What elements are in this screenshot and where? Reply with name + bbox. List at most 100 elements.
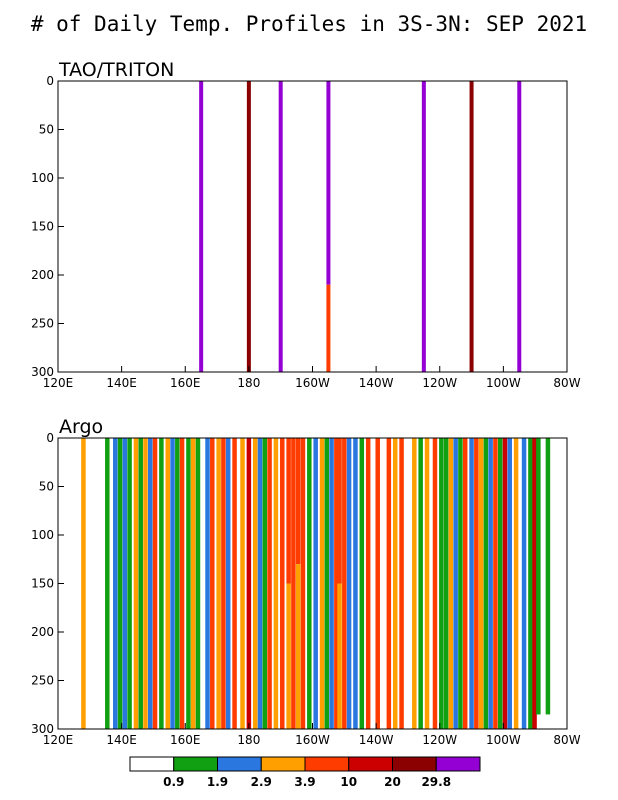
argo-profile-bar-63-0 bbox=[469, 438, 474, 729]
argo-profile-bar-42-0 bbox=[334, 438, 339, 729]
argo-profile-bar-15-0 bbox=[179, 438, 185, 729]
argo-profile-bar-51-0 bbox=[392, 438, 398, 729]
tao-y-tick-label: 200 bbox=[31, 268, 54, 282]
colorbar-swatch-darkred bbox=[392, 756, 437, 772]
colorbar-label: 29.8 bbox=[421, 775, 451, 789]
argo-profile-bar-12-0 bbox=[165, 438, 171, 729]
argo-y-tick-label: 300 bbox=[31, 722, 54, 736]
argo-profile-bar-72-0 bbox=[513, 438, 519, 729]
argo-x-tick-label: 180 bbox=[237, 733, 260, 747]
tao-profile-bar-6-0 bbox=[517, 81, 522, 372]
argo-profile-bar-21-0 bbox=[216, 438, 221, 729]
argo-profile-bar-35-0 bbox=[295, 438, 301, 565]
tao-y-tick-label: 50 bbox=[39, 123, 54, 137]
argo-profile-bar-37-0 bbox=[307, 438, 312, 729]
argo-profile-bar-35-1 bbox=[295, 564, 301, 729]
argo-profile-bar-2-0 bbox=[113, 438, 118, 729]
tao-x-tick-label: 180 bbox=[237, 376, 260, 390]
tao-x-tick-label: 140E bbox=[106, 376, 137, 390]
argo-profile-bar-6-0 bbox=[133, 438, 139, 729]
tao-x-tick-label: 160W bbox=[295, 376, 330, 390]
argo-profile-bar-29-0 bbox=[262, 438, 268, 729]
argo-profile-bar-33-1 bbox=[286, 583, 291, 729]
argo-profile-bar-52-0 bbox=[399, 438, 404, 729]
argo-profile-bar-73-0 bbox=[521, 438, 527, 729]
argo-profile-bar-5-0 bbox=[127, 438, 132, 729]
tao-y-tick-label: 300 bbox=[31, 365, 54, 379]
argo-profile-bar-23-0 bbox=[225, 438, 231, 729]
argo-profile-bar-48-0 bbox=[365, 438, 371, 729]
argo-profile-bar-8-0 bbox=[143, 438, 148, 729]
tao-x-tick-label: 120W bbox=[422, 376, 457, 390]
argo-profile-bar-10-0 bbox=[152, 438, 158, 729]
argo-y-tick-label: 200 bbox=[31, 625, 54, 639]
tao-y-tick-label: 0 bbox=[46, 74, 54, 88]
colorbar-label: 20 bbox=[384, 775, 401, 789]
argo-profile-bar-43-1 bbox=[337, 583, 342, 729]
argo-profile-bar-71-0 bbox=[507, 438, 512, 729]
argo-profile-bar-60-0 bbox=[453, 438, 458, 729]
argo-y-tick-label: 150 bbox=[31, 577, 54, 591]
argo-profile-bar-38-0 bbox=[313, 438, 318, 729]
colorbar-swatch-green bbox=[173, 756, 218, 772]
argo-y-tick-label: 250 bbox=[31, 674, 54, 688]
argo-y-tick-label: 0 bbox=[46, 431, 54, 445]
tao-y-tick-label: 150 bbox=[31, 220, 54, 234]
argo-profile-bar-54-0 bbox=[418, 438, 423, 729]
colorbar: 0.9 1.9 2.9 3.9 10 20 29.8 bbox=[129, 756, 481, 789]
argo-profile-bar-45-0 bbox=[346, 438, 352, 729]
argo-profile-bar-14-0 bbox=[175, 438, 180, 729]
argo-profile-bar-24-0 bbox=[232, 438, 237, 729]
argo-profile-bar-77-0 bbox=[545, 438, 551, 715]
argo-profile-bar-62-0 bbox=[462, 438, 468, 729]
argo-profile-bar-20-0 bbox=[210, 438, 215, 729]
argo-profile-bar-9-0 bbox=[148, 438, 153, 729]
argo-profile-bar-57-0 bbox=[439, 438, 444, 729]
argo-profile-bar-30-0 bbox=[267, 438, 272, 729]
argo-profile-bar-41-0 bbox=[329, 438, 334, 729]
tao-y-tick-label: 100 bbox=[31, 171, 54, 185]
tao-x-tick-label: 140W bbox=[359, 376, 394, 390]
argo-y-tick-label: 50 bbox=[39, 480, 54, 494]
tao-x-tick-label: 80W bbox=[553, 376, 580, 390]
argo-profile-bar-18-0 bbox=[195, 438, 201, 729]
argo-profile-bar-49-0 bbox=[375, 438, 380, 729]
colorbar-swatch-orange bbox=[260, 756, 306, 772]
argo-profile-bar-70-0 bbox=[502, 438, 508, 729]
argo-x-tick-label: 140W bbox=[359, 733, 394, 747]
argo-profile-bar-22-0 bbox=[221, 438, 226, 729]
argo-profile-bar-46-0 bbox=[353, 438, 358, 729]
colorbar-swatch-redorange bbox=[304, 756, 350, 772]
tao-profile-bar-3-0 bbox=[326, 81, 331, 285]
argo-panel: Argo 120E 140E 160E 180 160W 140W 120W 100W 80W … bbox=[31, 416, 581, 747]
argo-panel-title: Argo bbox=[59, 416, 103, 438]
argo-profile-bar-26-0 bbox=[246, 438, 252, 729]
argo-profile-bar-74-0 bbox=[528, 438, 533, 729]
tao-x-tick-label: 120E bbox=[43, 376, 74, 390]
colorbar-label: 3.9 bbox=[294, 775, 315, 789]
argo-x-tick-label: 140E bbox=[106, 733, 137, 747]
tao-profile-bar-1-0 bbox=[246, 81, 251, 372]
argo-x-tick-label: 120W bbox=[422, 733, 457, 747]
tao-x-tick-label: 160E bbox=[170, 376, 201, 390]
colorbar-swatch-red bbox=[348, 756, 393, 772]
argo-profile-bar-47-0 bbox=[359, 438, 365, 729]
argo-profile-bar-31-0 bbox=[273, 438, 279, 729]
argo-profile-bar-17-0 bbox=[190, 438, 196, 729]
argo-profile-bar-16-0 bbox=[186, 438, 191, 729]
argo-profile-bar-28-0 bbox=[257, 438, 263, 729]
tao-x-tick-label: 100W bbox=[486, 376, 521, 390]
argo-profile-bar-11-0 bbox=[159, 438, 164, 729]
colorbar-label: 1.9 bbox=[207, 775, 228, 789]
tao-profile-bar-3-1 bbox=[326, 284, 331, 372]
argo-y-tick-label: 100 bbox=[31, 528, 54, 542]
argo-profile-bar-27-0 bbox=[252, 438, 258, 729]
tao-profile-bar-2-0 bbox=[278, 81, 283, 372]
argo-profile-bar-0-0 bbox=[81, 438, 86, 729]
colorbar-swatch-blue bbox=[217, 756, 262, 772]
colorbar-label: 0.9 bbox=[163, 775, 184, 789]
tao-triton-panel-title: TAO/TRITON bbox=[58, 59, 174, 81]
argo-profile-bar-36-0 bbox=[300, 438, 306, 729]
argo-x-tick-label: 120E bbox=[43, 733, 74, 747]
